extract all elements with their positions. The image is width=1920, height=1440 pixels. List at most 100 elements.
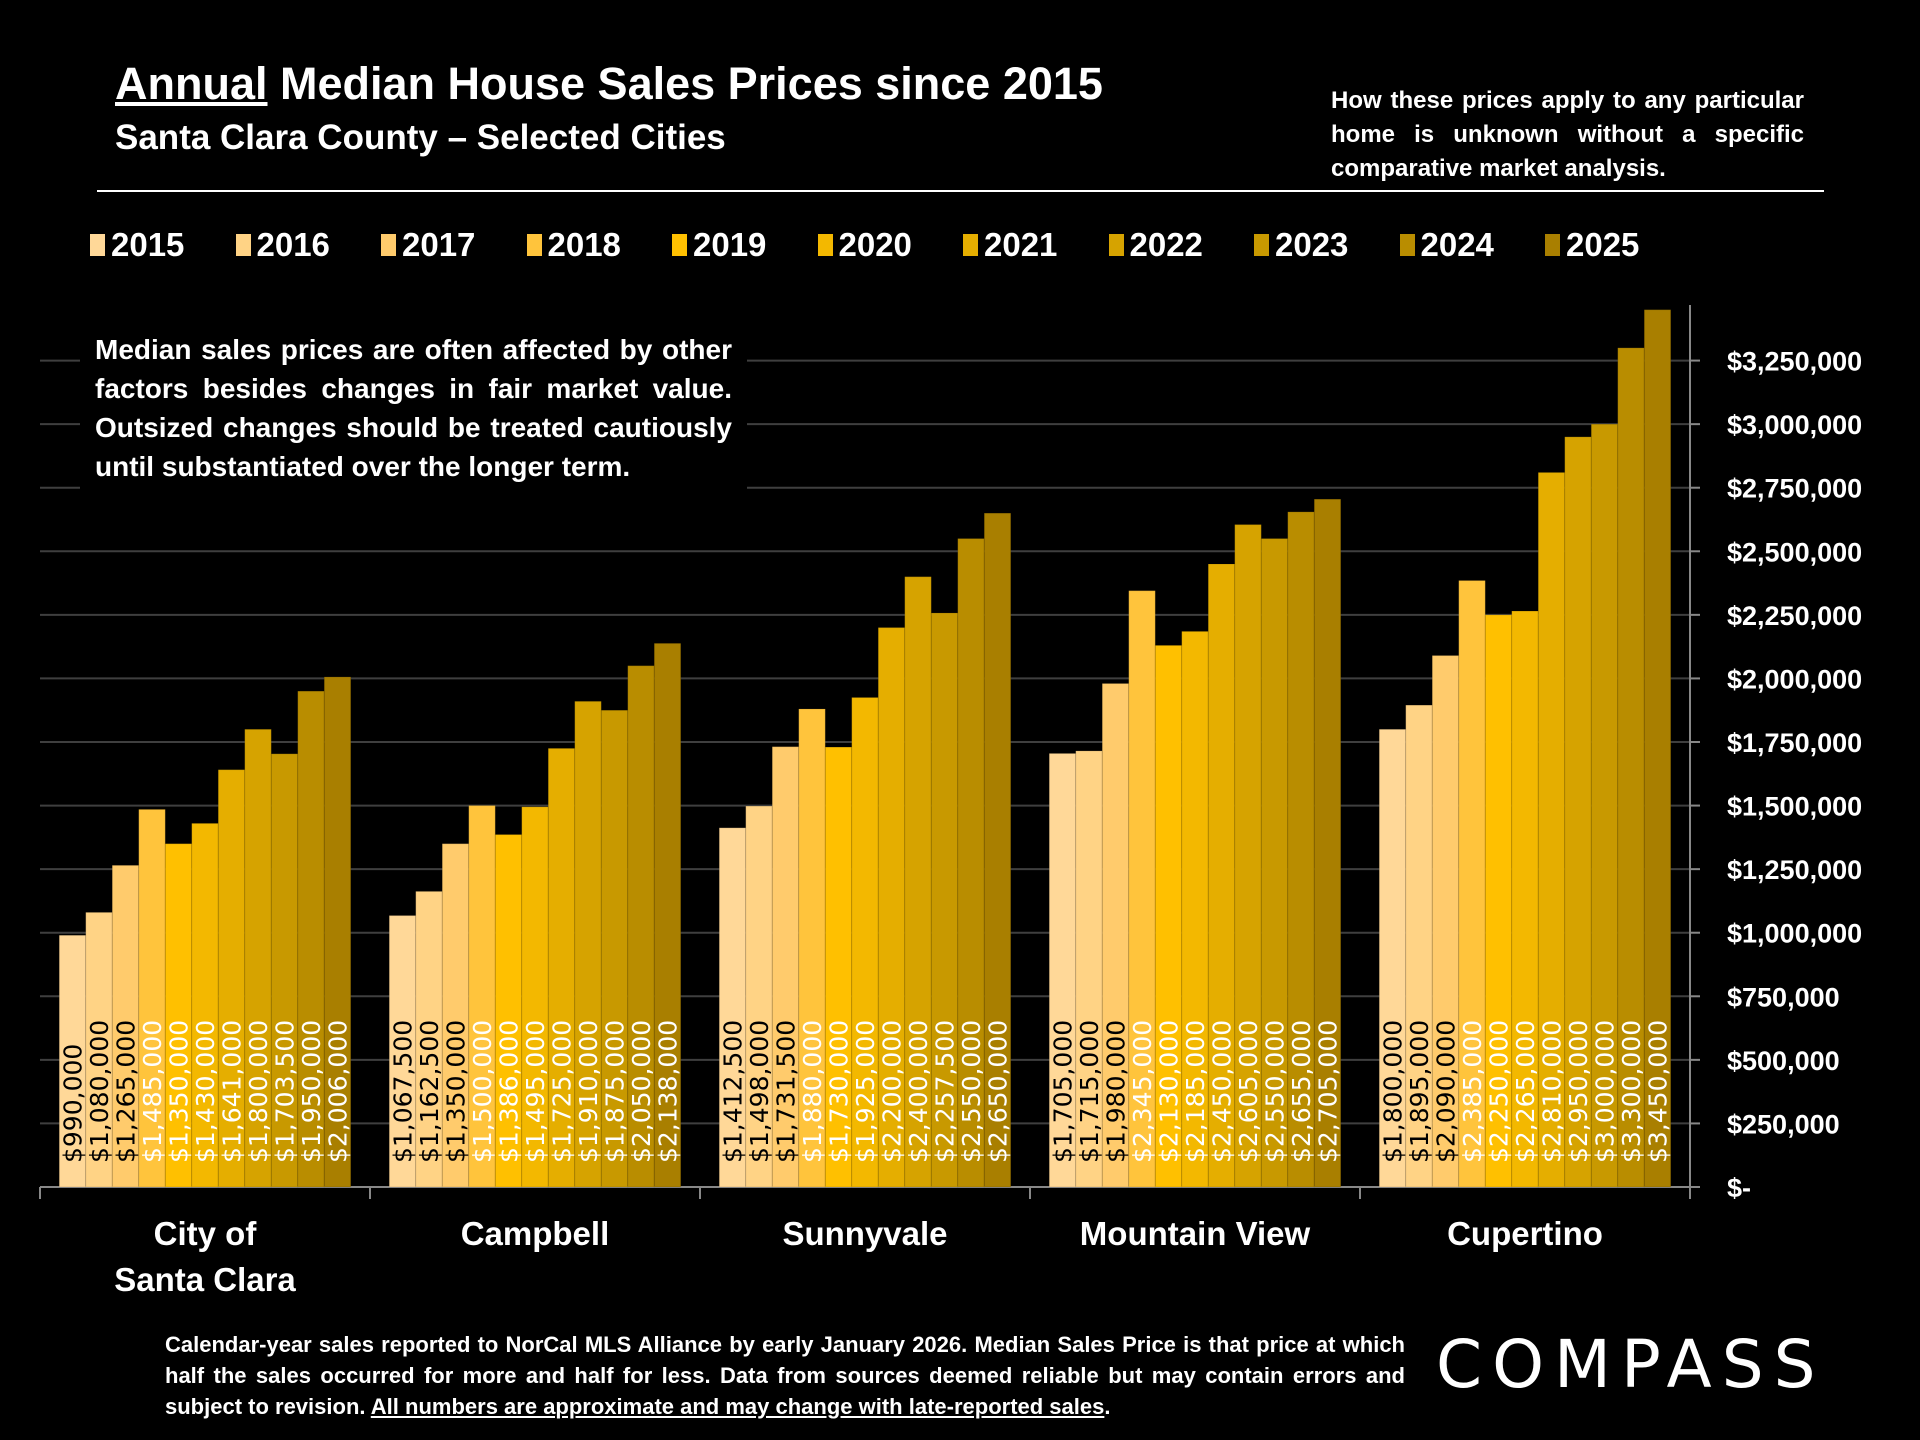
bar [1643,309,1672,1188]
y-tick-label: $2,250,000 [1727,601,1862,631]
data-label: $1,730,000 [825,1020,854,1163]
data-label: $1,641,000 [218,1020,247,1163]
legend-item: 2023 [1254,226,1400,264]
footer-end: . [1104,1394,1111,1419]
legend-item: 2019 [672,226,818,264]
footer-note: Calendar-year sales reported to NorCal M… [165,1329,1405,1422]
title-underlined: Annual [115,58,268,109]
compass-logo: COMPASS [1436,1326,1826,1403]
y-tick-label: $1,500,000 [1727,792,1862,822]
category-label: Santa Clara [114,1261,296,1298]
y-tick-label: $1,750,000 [1727,728,1862,758]
data-label: $3,450,000 [1644,1020,1673,1163]
bar [58,934,87,1188]
data-label: $2,450,000 [1208,1020,1237,1163]
bar [1313,498,1342,1188]
data-label: $1,386,000 [495,1020,524,1163]
data-label: $2,200,000 [878,1020,907,1163]
bar [547,747,576,1188]
legend-label: 2020 [838,226,912,263]
data-label: $2,265,000 [1511,1020,1540,1163]
legend-swatch [1108,234,1124,256]
disclaimer-note: How these prices apply to any particular… [1331,87,1804,182]
legend-item: 2015 [90,226,236,264]
legend-label: 2016 [256,226,330,263]
bar [388,915,417,1188]
category-label: Campbell [461,1215,610,1252]
legend-swatch [381,234,396,256]
bar [138,808,166,1188]
bar [1405,704,1433,1188]
header-divider [97,190,1824,192]
data-label: $2,605,000 [1234,1020,1263,1163]
chart-legend: 2015 2016 2017 2018 2019 2020 2021 2022 2023 2024… [90,226,1691,264]
y-tick-label: $3,000,000 [1727,410,1862,440]
footer-underlined: All numbers are approximate and may chan… [370,1394,1105,1419]
bar [574,700,602,1188]
category-label: Cupertino [1447,1215,1603,1252]
data-label: $1,980,000 [1102,1020,1131,1163]
bar [745,805,773,1188]
data-label: $1,895,000 [1405,1020,1434,1163]
data-label: $1,925,000 [851,1020,880,1163]
bar [164,843,193,1188]
bar [1617,347,1645,1188]
page-subtitle: Santa Clara County – Selected Cities [115,118,726,157]
data-label: $2,650,000 [984,1020,1013,1163]
data-label: $1,500,000 [468,1020,497,1163]
bar [1484,614,1513,1188]
bar [653,642,682,1188]
y-tick-label: $1,250,000 [1727,855,1862,885]
data-label: $2,130,000 [1155,1020,1184,1163]
category-label: Sunnyvale [782,1215,947,1252]
bar [851,697,879,1188]
bar [1260,538,1289,1188]
bar [217,769,246,1188]
y-tick-label: $750,000 [1727,982,1840,1012]
data-label: $1,725,000 [548,1020,577,1163]
data-label: $1,875,000 [601,1020,630,1163]
data-label: $1,703,500 [271,1020,300,1163]
data-label: $3,000,000 [1591,1020,1620,1163]
y-tick-label: $500,000 [1727,1046,1840,1076]
bar [111,864,140,1188]
legend-swatch [672,234,687,256]
bar [1564,436,1592,1188]
bar [771,746,800,1188]
data-label: $1,265,000 [112,1020,141,1163]
data-label: $2,400,000 [904,1020,933,1163]
data-label: $3,300,000 [1617,1020,1646,1163]
legend-swatch [526,234,542,256]
data-label: $1,080,000 [85,1020,114,1163]
data-label: $2,655,000 [1287,1020,1316,1163]
legend-label: 2017 [402,226,476,263]
data-label: $1,412,500 [719,1020,748,1163]
legend-item: 2018 [526,226,673,264]
data-label: $1,705,000 [1049,1020,1078,1163]
data-label: $1,495,000 [521,1020,550,1163]
legend-item: 2016 [235,226,382,264]
bar [468,805,496,1188]
data-label: $1,350,000 [165,1020,194,1163]
bar [957,538,985,1188]
category-label: Mountain View [1080,1215,1311,1252]
bar [1590,423,1619,1188]
legend-item: 2021 [963,226,1109,264]
legend-swatch [1254,234,1269,256]
legend-label: 2019 [693,226,767,263]
data-label: $1,162,500 [415,1020,444,1163]
data-label: $2,810,000 [1538,1020,1567,1163]
legend-label: 2021 [984,226,1058,263]
data-label: $1,950,000 [297,1020,326,1163]
bar [983,512,1012,1188]
bar [1128,590,1156,1188]
data-label: $2,257,500 [931,1020,960,1163]
legend-item: 2020 [817,226,964,264]
y-tick-label: $1,000,000 [1727,919,1862,949]
footer-text: Calendar-year sales reported to NorCal M… [165,1332,1405,1419]
y-tick-label: $250,000 [1727,1109,1840,1139]
data-label: $2,006,000 [324,1020,353,1163]
legend-label: 2023 [1275,226,1349,263]
y-tick-label: $2,000,000 [1727,664,1862,694]
bar [415,890,443,1188]
